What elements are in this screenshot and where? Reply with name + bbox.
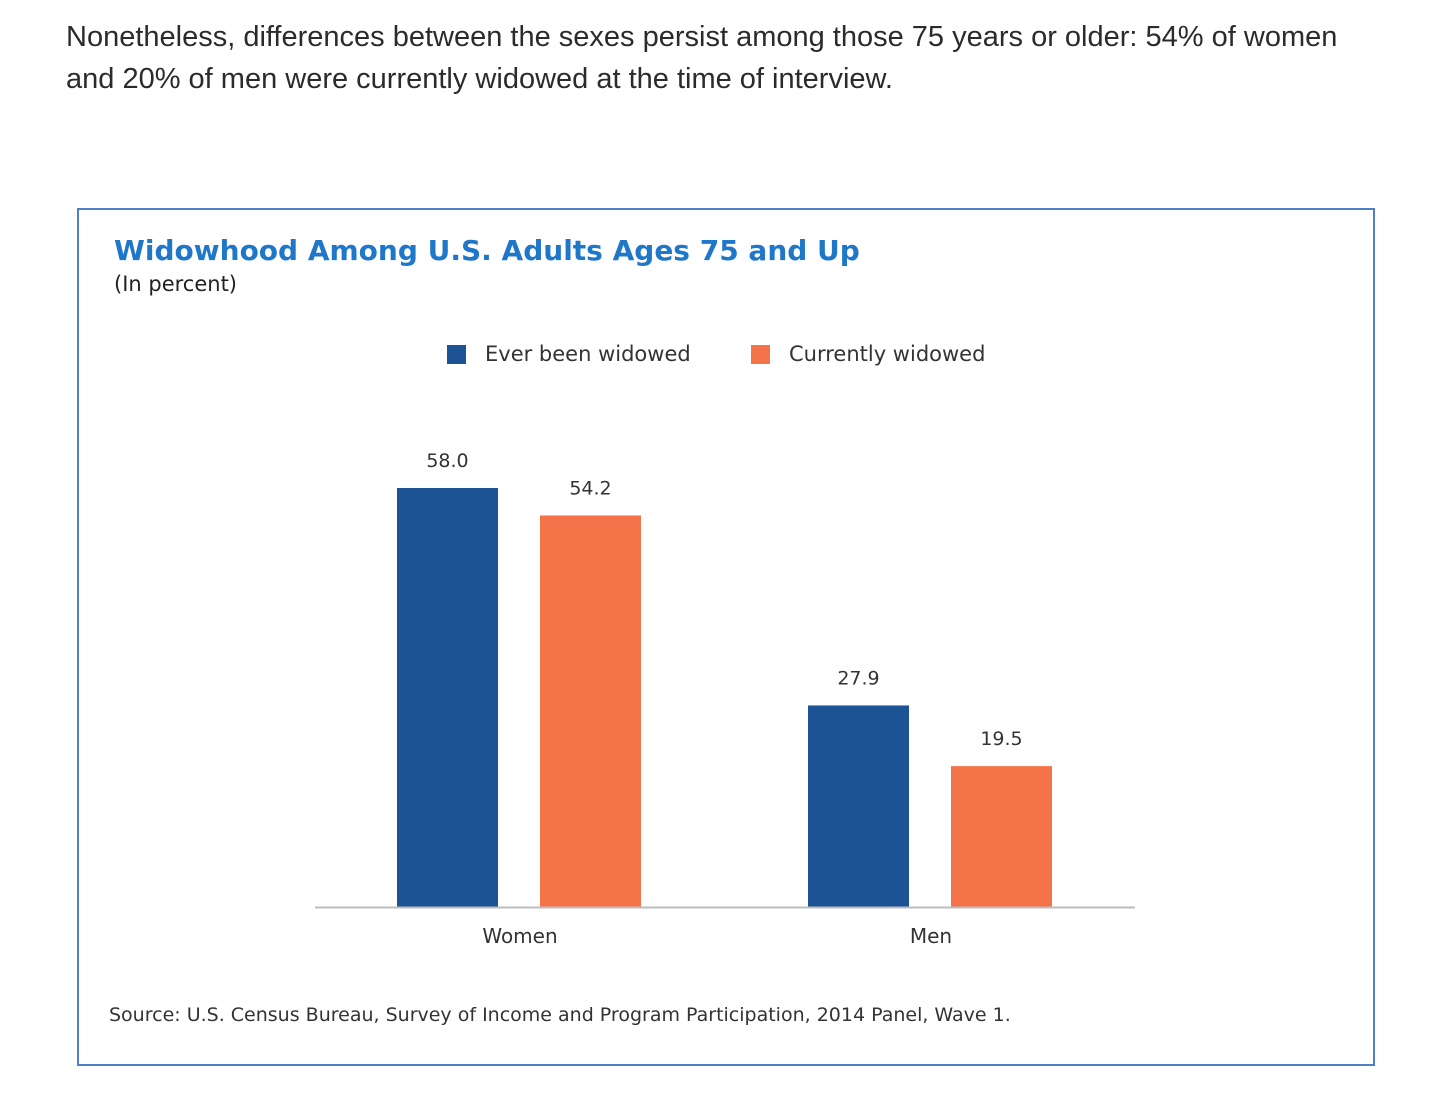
- data-label: 54.2: [569, 477, 611, 499]
- chart-source: Source: U.S. Census Bureau, Survey of In…: [109, 1004, 1011, 1026]
- bar: [951, 766, 1052, 907]
- article-paragraph: Nonetheless, differences between the sex…: [66, 21, 1338, 95]
- data-label: 19.5: [980, 728, 1022, 750]
- chart-title: Widowhood Among U.S. Adults Ages 75 and …: [114, 234, 860, 267]
- bar: [808, 705, 909, 907]
- chart-subtitle: (In percent): [114, 272, 237, 296]
- legend-swatch-currently-widowed: [751, 344, 770, 364]
- legend-item-ever-widowed: Ever been widowed: [447, 342, 691, 366]
- data-label: 58.0: [426, 450, 468, 472]
- legend-item-currently-widowed: Currently widowed: [751, 342, 985, 366]
- legend-label: Ever been widowed: [485, 342, 691, 366]
- bar: [540, 515, 641, 907]
- bar: [397, 488, 498, 907]
- legend-swatch-ever-widowed: [447, 344, 466, 364]
- chart-frame: [77, 208, 1375, 1066]
- legend-label: Currently widowed: [789, 342, 986, 366]
- data-label: 27.9: [837, 667, 879, 689]
- category-label: Women: [482, 924, 557, 948]
- category-label: Men: [910, 924, 952, 948]
